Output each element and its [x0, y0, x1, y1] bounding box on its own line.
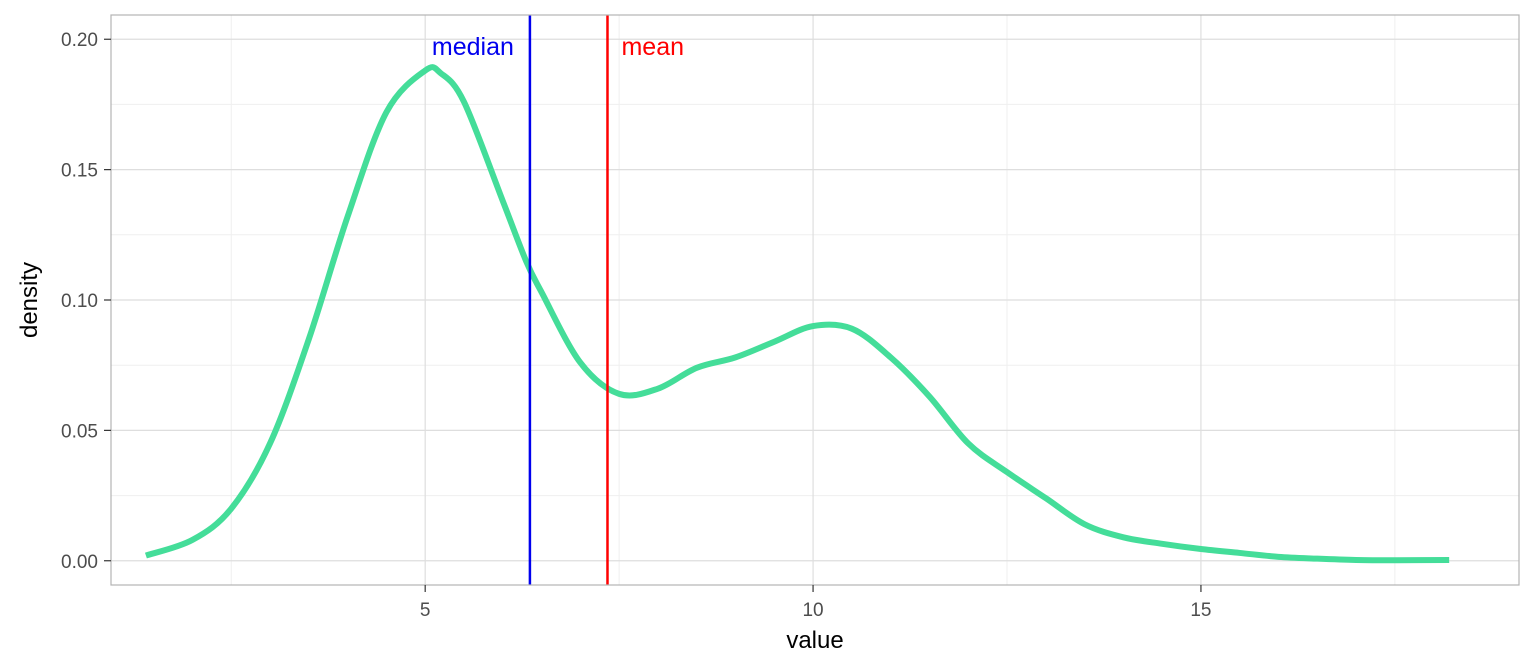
y-tick-label: 0.10	[61, 291, 98, 312]
reference-lines: median mean	[432, 15, 684, 585]
x-tick-label: 5	[420, 600, 431, 621]
x-axis-title: value	[786, 627, 843, 654]
x-tick-label: 10	[802, 600, 823, 621]
mean-label: mean	[621, 33, 684, 61]
y-tick-label: 0.20	[61, 30, 98, 51]
y-axis-title: density	[16, 262, 43, 338]
y-tick-label: 0.05	[61, 421, 98, 442]
x-tick-label: 15	[1190, 600, 1211, 621]
minor-gridlines	[111, 15, 1519, 585]
x-axis-ticks: 5 10 15	[420, 585, 1212, 621]
density-line	[144, 64, 1450, 564]
y-tick-label: 0.15	[61, 161, 98, 182]
major-gridlines	[111, 15, 1519, 585]
y-tick-label: 0.00	[61, 552, 98, 573]
median-label: median	[432, 33, 514, 61]
y-axis-ticks: 0.00 0.05 0.10 0.15 0.20	[61, 30, 111, 573]
density-series	[144, 64, 1450, 564]
